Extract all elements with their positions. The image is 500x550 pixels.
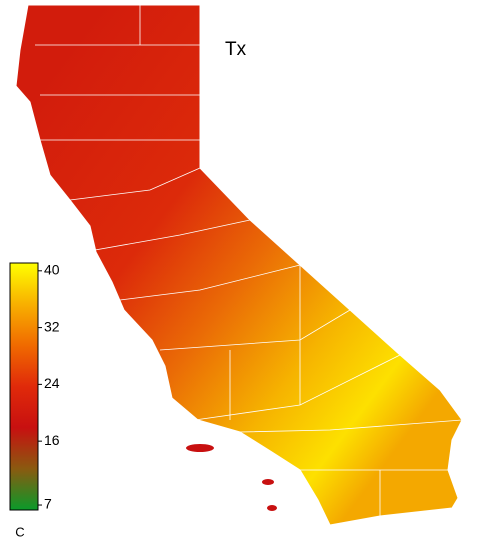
colorbar-tick-label: 32 [44,318,60,334]
map-title: Tx [225,39,247,60]
colorbar [9,262,39,511]
colorbar-tick-label: 24 [44,375,60,391]
colorbar-tick-label: 16 [44,432,60,448]
colorbar-tick-label: 7 [44,496,52,512]
county-borders [35,5,463,516]
california-land [15,4,463,526]
colorbar-tick-label: 40 [44,262,60,278]
islands [186,444,277,511]
colorbar-unit: C [15,524,24,539]
